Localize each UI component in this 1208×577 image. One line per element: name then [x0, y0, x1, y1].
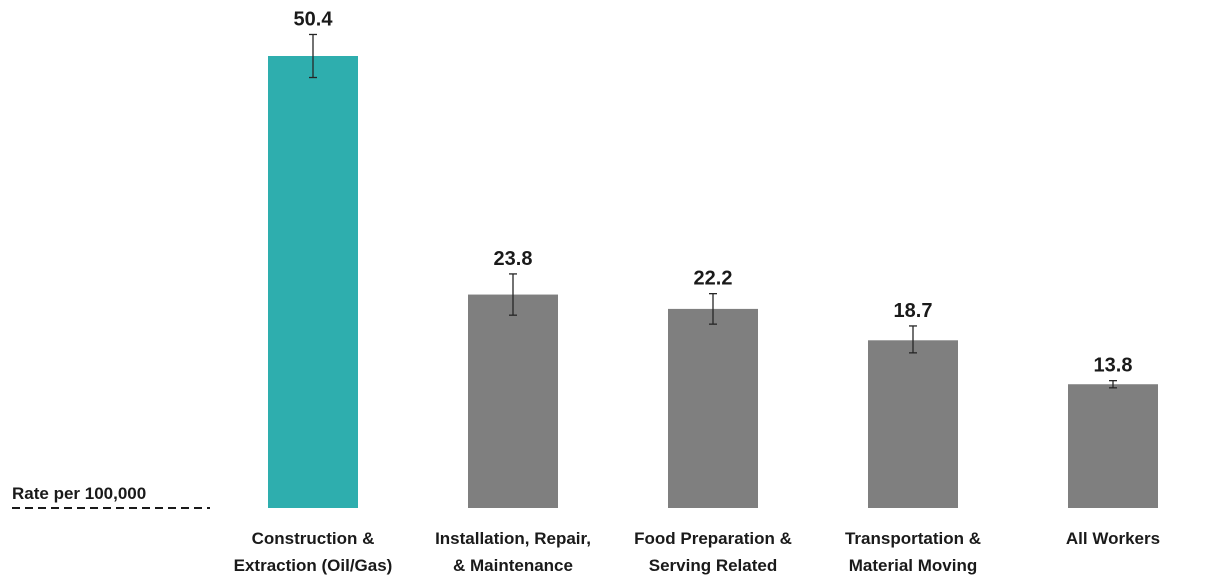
error-bar-2	[709, 293, 717, 325]
x-tick-label-0-line-0: Construction &	[252, 529, 375, 548]
x-tick-label-1: Installation, Repair, & Maintenance	[435, 529, 591, 575]
error-bar-4	[1109, 380, 1117, 389]
x-tick-label-2-line-0: Food Preparation &	[634, 529, 792, 548]
value-label-1: 23.8	[494, 248, 533, 270]
error-bar-1	[509, 273, 517, 316]
x-tick-label-4-line-0: All Workers	[1066, 529, 1160, 548]
x-tick-label-3: Transportation & Material Moving	[845, 529, 981, 575]
error-bars-layer	[309, 33, 1117, 389]
x-tick-label-1-line-1: & Maintenance	[453, 556, 573, 575]
y-axis-label: Rate per 100,000	[12, 484, 146, 503]
x-tick-label-0: Construction & Extraction (Oil/Gas)	[234, 529, 393, 575]
x-tick-labels-layer: Construction & Extraction (Oil/Gas) Instal…	[234, 529, 1160, 575]
x-tick-label-3-line-1: Material Moving	[849, 556, 977, 575]
value-labels-layer: 50.4 23.8 22.2 18.7 13.8	[294, 8, 1133, 376]
x-tick-label-1-line-0: Installation, Repair,	[435, 529, 591, 548]
x-tick-label-3-line-0: Transportation &	[845, 529, 981, 548]
error-bar-0	[309, 33, 317, 79]
bar-3	[868, 340, 958, 508]
x-tick-label-2: Food Preparation & Serving Related	[634, 529, 792, 575]
x-tick-label-4: All Workers	[1066, 529, 1160, 548]
value-label-3: 18.7	[894, 300, 933, 322]
x-tick-label-2-line-1: Serving Related	[649, 556, 778, 575]
bar-0	[268, 56, 358, 508]
error-bar-3	[909, 325, 917, 354]
bar-4	[1068, 384, 1158, 508]
value-label-2: 22.2	[694, 268, 733, 290]
bar-2	[668, 308, 758, 508]
bars-layer	[268, 56, 1158, 508]
bar-1	[468, 294, 558, 508]
value-label-0: 50.4	[294, 8, 334, 30]
value-label-4: 13.8	[1094, 355, 1133, 377]
x-tick-label-0-line-1: Extraction (Oil/Gas)	[234, 556, 393, 575]
